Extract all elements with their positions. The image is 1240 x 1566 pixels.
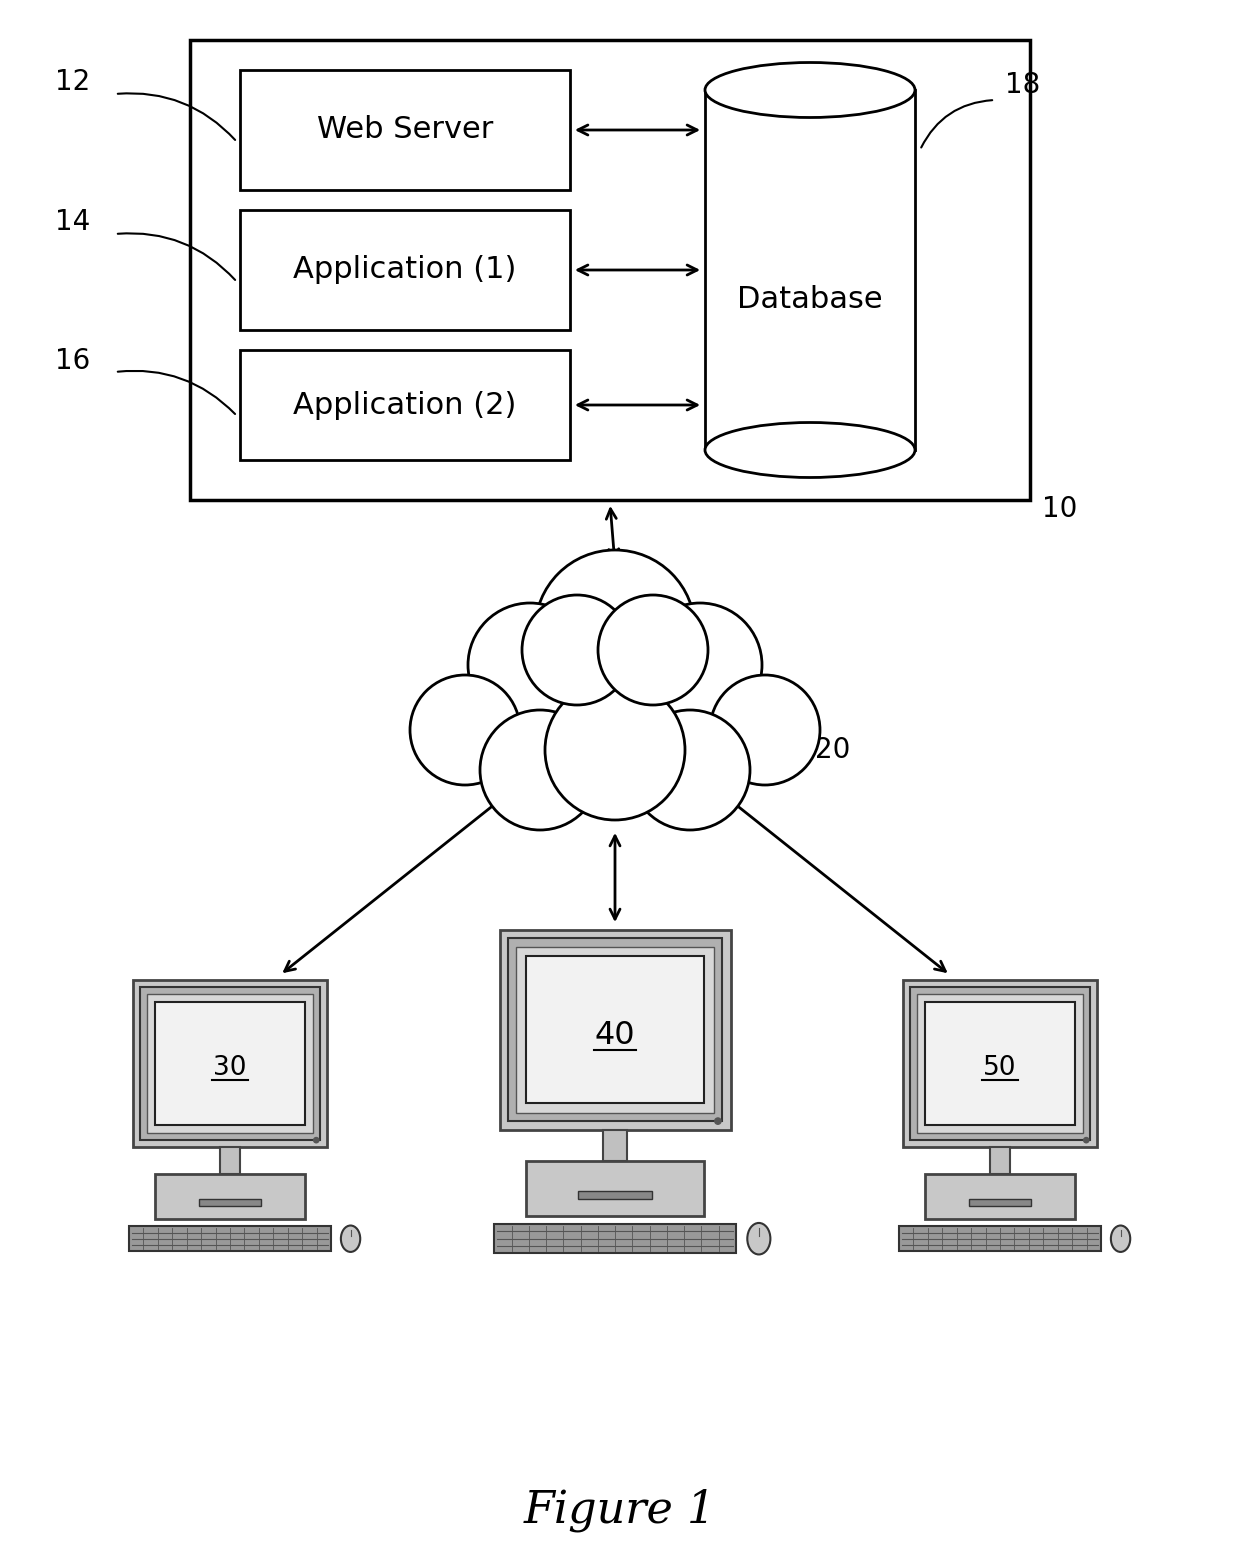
Bar <box>190 41 1030 500</box>
Circle shape <box>711 675 820 785</box>
Text: 14: 14 <box>55 208 91 236</box>
Circle shape <box>630 709 750 830</box>
Circle shape <box>467 603 591 727</box>
Bar <box>604 1129 626 1160</box>
Circle shape <box>522 595 632 705</box>
Text: 18: 18 <box>1004 70 1040 99</box>
Bar <box>578 1192 652 1200</box>
Text: Web Server: Web Server <box>316 116 494 144</box>
Bar <box>148 994 312 1134</box>
Circle shape <box>314 1137 319 1143</box>
Bar <box>899 1226 1101 1251</box>
Circle shape <box>639 603 763 727</box>
Bar <box>991 1148 1009 1173</box>
Bar <box>129 1226 331 1251</box>
Bar <box>241 349 570 460</box>
Bar <box>155 1002 305 1126</box>
Bar <box>500 930 730 1129</box>
Text: 50: 50 <box>983 1055 1017 1081</box>
Text: 40: 40 <box>595 1019 635 1051</box>
Text: Application (2): Application (2) <box>294 390 517 420</box>
Text: Application (1): Application (1) <box>294 255 517 285</box>
Ellipse shape <box>1111 1226 1130 1251</box>
Bar <box>241 70 570 189</box>
Text: 30: 30 <box>213 1055 247 1081</box>
Circle shape <box>1084 1137 1089 1143</box>
Bar <box>133 980 327 1148</box>
Bar <box>526 1160 704 1215</box>
Bar <box>495 1225 735 1253</box>
Bar <box>918 994 1083 1134</box>
Ellipse shape <box>341 1226 361 1251</box>
Text: 12: 12 <box>55 67 91 96</box>
Bar <box>221 1148 239 1173</box>
Bar <box>508 938 722 1121</box>
Ellipse shape <box>748 1223 770 1254</box>
Circle shape <box>534 550 694 709</box>
Bar <box>516 947 714 1113</box>
Bar <box>925 1002 1075 1126</box>
Bar <box>526 957 704 1104</box>
Text: Figure 1: Figure 1 <box>523 1488 717 1532</box>
Ellipse shape <box>706 423 915 478</box>
Bar <box>155 1173 305 1220</box>
Circle shape <box>598 595 708 705</box>
Bar <box>970 1198 1030 1206</box>
Bar <box>925 1173 1075 1220</box>
Text: 20: 20 <box>815 736 851 764</box>
Circle shape <box>410 675 520 785</box>
Bar <box>910 987 1090 1140</box>
Circle shape <box>546 680 684 821</box>
Bar <box>903 980 1097 1148</box>
Text: Database: Database <box>738 285 883 315</box>
Bar <box>706 89 915 449</box>
Text: 10: 10 <box>1042 495 1078 523</box>
Text: 16: 16 <box>55 348 91 374</box>
Bar <box>241 210 570 330</box>
Circle shape <box>480 709 600 830</box>
Bar <box>200 1198 260 1206</box>
Circle shape <box>714 1118 720 1124</box>
Bar <box>140 987 320 1140</box>
Ellipse shape <box>706 63 915 117</box>
